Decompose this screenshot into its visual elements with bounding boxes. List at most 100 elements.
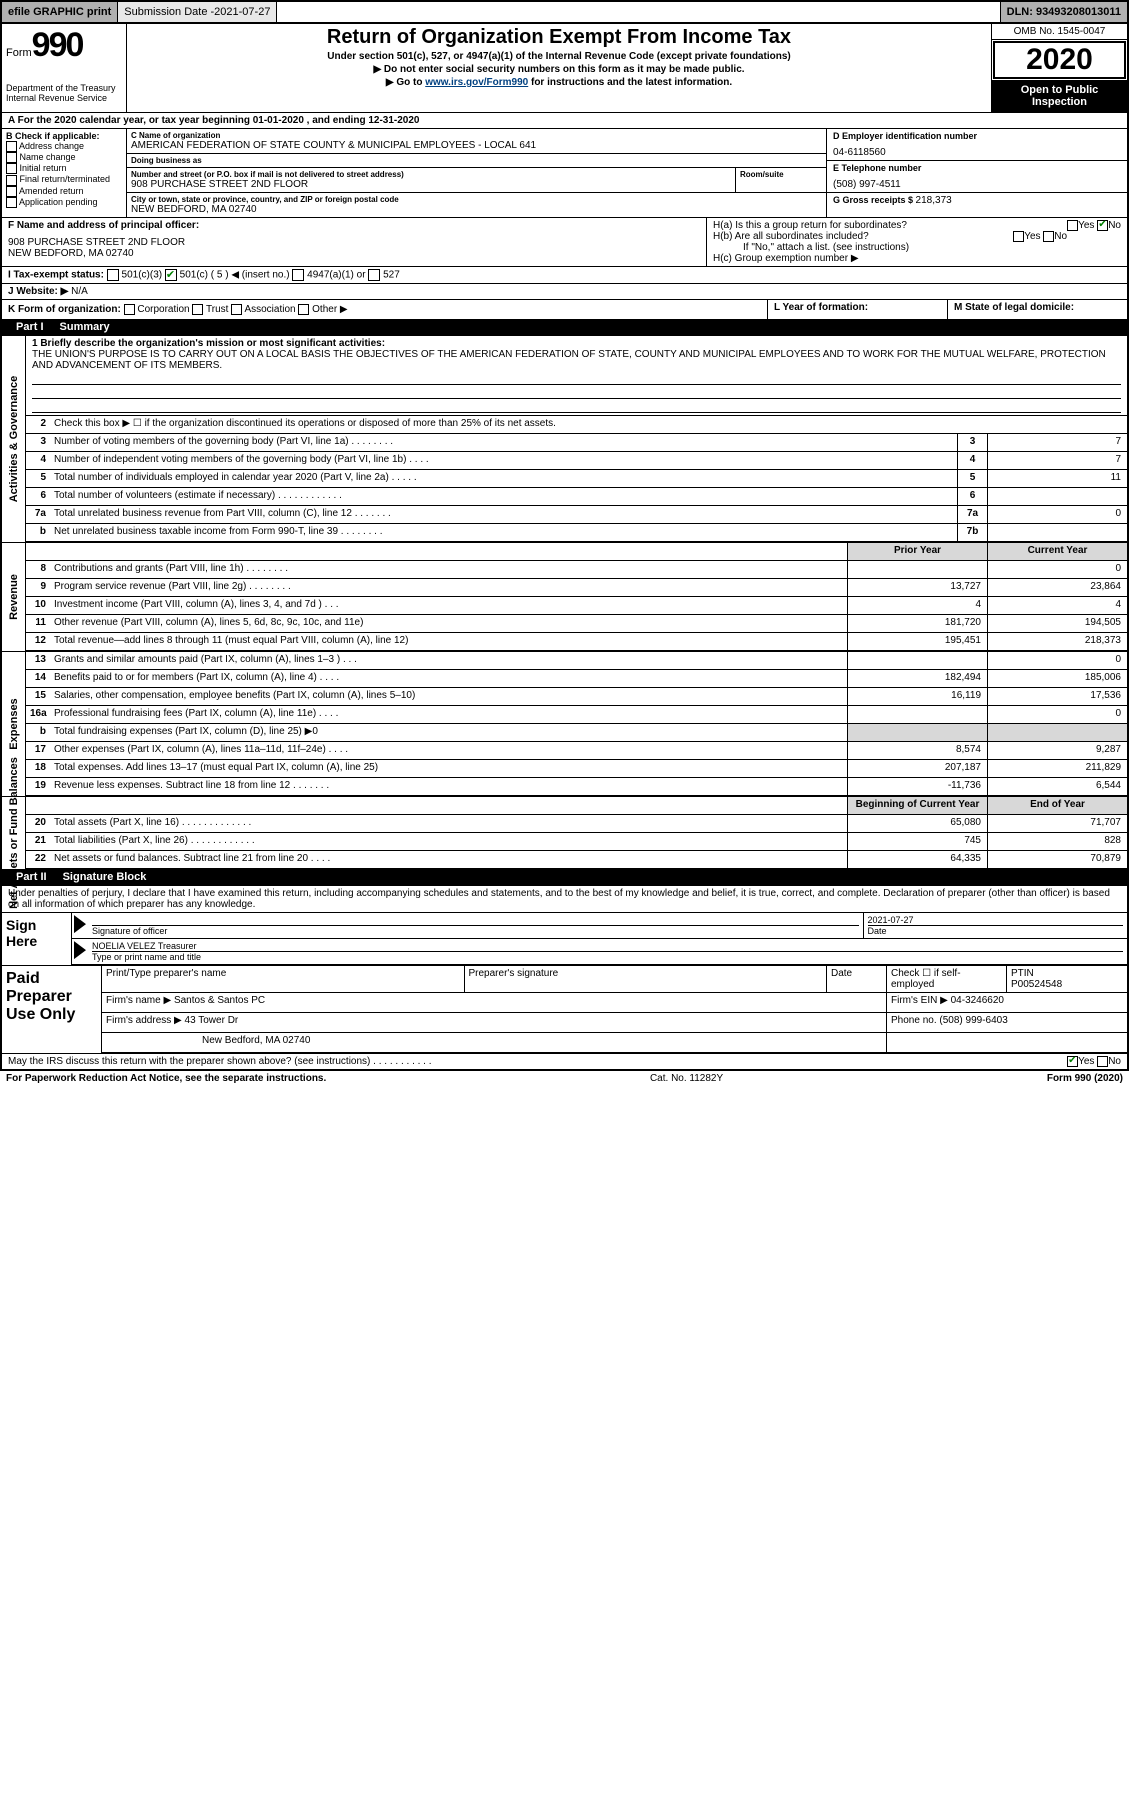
check-option: Final return/terminated [6,174,122,185]
summary-row: 4Number of independent voting members of… [26,452,1127,470]
summary-row: 22Net assets or fund balances. Subtract … [26,851,1127,869]
summary-row: 11Other revenue (Part VIII, column (A), … [26,615,1127,633]
firm-addr-label: Firm's address ▶ [106,1015,182,1026]
state-domicile: M State of legal domicile: [947,300,1127,319]
summary-row: 9Program service revenue (Part VIII, lin… [26,579,1127,597]
telephone-field: E Telephone number (508) 997-4511 [827,161,1127,193]
opt-assoc: Association [244,304,295,315]
check-option: Address change [6,141,122,152]
summary-row: 3Number of voting members of the governi… [26,434,1127,452]
ein-field: D Employer identification number 04-6118… [827,129,1127,161]
tel-label: E Telephone number [833,163,1121,173]
tel-value: (508) 997-4511 [833,173,1121,190]
paid-preparer-label: Paid Preparer Use Only [2,966,102,1053]
ha-no: No [1108,220,1121,231]
cat-number: Cat. No. 11282Y [650,1073,723,1084]
opt-527: 527 [383,270,400,281]
part1-header: Part I Summary [2,319,1127,335]
subtitle-ssn: ▶ Do not enter social security numbers o… [133,64,985,75]
form-org-label: K Form of organization: [8,304,121,315]
open-to-public: Open to Public Inspection [992,80,1127,112]
form-of-org: K Form of organization: Corporation Trus… [2,300,767,319]
part1-title: Summary [52,321,110,333]
state-domicile-label: M State of legal domicile: [954,302,1074,313]
topbar-spacer [277,2,1000,22]
form-number-footer: Form 990 (2020) [1047,1073,1123,1084]
firm-ein-label: Firm's EIN ▶ [891,995,948,1006]
discuss-no: No [1108,1056,1121,1067]
summary-row: 6Total number of volunteers (estimate if… [26,488,1127,506]
sign-arrow-icon [74,915,86,933]
tax-period-text: For the 2020 calendar year, or tax year … [18,115,420,126]
vert-revenue: Revenue [2,543,26,651]
ha-label: H(a) Is this a group return for subordin… [713,220,907,231]
city-label: City or town, state or province, country… [131,195,822,204]
firm-name-label: Firm's name ▶ [106,995,171,1006]
summary-row: bNet unrelated business taxable income f… [26,524,1127,542]
sig-officer-label: Signature of officer [92,925,859,936]
summary-row: bTotal fundraising expenses (Part IX, co… [26,724,1127,742]
hb-note: If "No," attach a list. (see instruction… [713,242,1121,253]
hb-yes: Yes [1024,231,1040,242]
summary-row: 19Revenue less expenses. Subtract line 1… [26,778,1127,796]
gross-value: 218,373 [916,195,952,206]
summary-row: 14Benefits paid to or for members (Part … [26,670,1127,688]
city-field: City or town, state or province, country… [127,193,826,217]
city-value: NEW BEDFORD, MA 02740 [131,204,822,215]
head-prior: Prior Year [847,543,987,560]
sign-here-label: Sign Here [2,913,72,965]
summary-row: 5Total number of individuals employed in… [26,470,1127,488]
summary-row: 10Investment income (Part VIII, column (… [26,597,1127,615]
hc-label: H(c) Group exemption number ▶ [713,253,1121,264]
officer-signature-field: Signature of officer [88,913,864,938]
ein-label: D Employer identification number [833,131,1121,141]
submission-date-value: 2021-07-27 [214,6,270,18]
ptin-value: P00524548 [1011,979,1123,990]
name-arrow-icon [74,941,86,959]
opt-corp: Corporation [137,304,189,315]
line2-text: Check this box ▶ ☐ if the organization d… [50,416,1127,433]
room-label: Room/suite [740,170,822,179]
opt-501c3: 501(c)(3) [122,270,163,281]
ptin-field: PTIN P00524548 [1007,966,1127,992]
gross-label: G Gross receipts $ [833,195,916,205]
tax-exempt-label: I Tax-exempt status: [8,270,104,281]
summary-row: 16aProfessional fundraising fees (Part I… [26,706,1127,724]
dba-label: Doing business as [131,156,822,165]
gross-receipts-field: G Gross receipts $ 218,373 [827,193,1127,208]
opt-other: Other ▶ [312,304,347,315]
tax-period-row: A For the 2020 calendar year, or tax yea… [2,112,1127,128]
part1-num: Part I [8,321,52,333]
check-option: Name change [6,152,122,163]
opt-501c: 501(c) ( 5 ) ◀ (insert no.) [180,270,290,281]
summary-row: 8Contributions and grants (Part VIII, li… [26,561,1127,579]
goto-pre: ▶ Go to [386,77,425,88]
revenue-section: Revenue Prior Year Current Year 8Contrib… [2,542,1127,651]
form990-link[interactable]: www.irs.gov/Form990 [425,77,528,88]
efile-graphic-label: efile GRAPHIC print [2,2,118,22]
head-begin: Beginning of Current Year [847,797,987,814]
principal-officer-field: F Name and address of principal officer:… [2,218,707,266]
discuss-label: May the IRS discuss this return with the… [8,1056,432,1067]
subtitle-section: Under section 501(c), 527, or 4947(a)(1)… [133,51,985,62]
firm-city-spacer [887,1033,1127,1052]
prep-date-label: Date [827,966,887,992]
governance-section: Activities & Governance 1 Briefly descri… [2,335,1127,542]
firm-name-field: Firm's name ▶ Santos & Santos PC [102,993,887,1012]
dba-field: Doing business as [127,154,826,168]
prep-selfemp-label: Check ☐ if self-employed [887,966,1007,992]
firm-phone-value: (508) 999-6403 [939,1015,1007,1026]
officer-name-field: NOELIA VELEZ Treasurer Type or print nam… [88,939,1127,964]
summary-row: 17Other expenses (Part IX, column (A), l… [26,742,1127,760]
year-formation-label: L Year of formation: [774,302,868,313]
department-label: Department of the Treasury Internal Reve… [6,83,122,103]
discuss-row: May the IRS discuss this return with the… [2,1053,1127,1069]
netassets-section: Net Assets or Fund Balances Beginning of… [2,796,1127,869]
summary-row: 7aTotal unrelated business revenue from … [26,506,1127,524]
sign-date-field: 2021-07-27 Date [864,913,1128,938]
omb-number: OMB No. 1545-0047 [992,24,1127,40]
org-name-label: C Name of organization [131,131,822,140]
pra-notice: For Paperwork Reduction Act Notice, see … [6,1073,326,1084]
org-name-field: C Name of organization AMERICAN FEDERATI… [127,129,826,154]
org-name: AMERICAN FEDERATION OF STATE COUNTY & MU… [131,140,822,151]
